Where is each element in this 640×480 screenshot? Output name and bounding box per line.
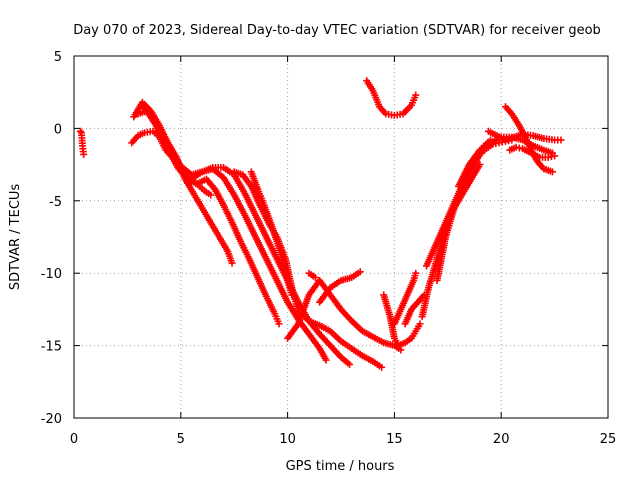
data-point: [356, 268, 364, 276]
series-arc-14: [390, 269, 420, 328]
data-point: [311, 274, 319, 282]
data-point: [76, 127, 84, 135]
x-tick-label: 25: [600, 432, 617, 447]
series-arc-19: [454, 133, 556, 190]
axis-ticks: 0 5 10 15 20 25 -20 -15 -10 -5 0 5: [41, 50, 617, 447]
data-point: [551, 152, 559, 160]
series-arc-01: [76, 127, 88, 158]
series-arc-09: [284, 276, 405, 354]
data-point: [80, 150, 88, 158]
series-arc-12: [363, 77, 420, 119]
x-tick-label: 0: [70, 432, 78, 447]
data-point: [476, 161, 484, 169]
y-tick-label: -10: [41, 267, 62, 282]
data-point: [346, 360, 354, 368]
data-point: [288, 291, 296, 299]
data-point: [228, 259, 236, 267]
y-tick-label: -20: [41, 412, 62, 427]
x-tick-label: 5: [177, 432, 185, 447]
plot-frame: [73, 55, 609, 419]
series-arc-08: [247, 168, 296, 299]
series-arc-18: [433, 161, 484, 284]
y-tick-label: -5: [49, 195, 62, 210]
data-point: [548, 168, 556, 176]
y-tick-label: 0: [54, 122, 62, 137]
chart-title: Day 070 of 2023, Sidereal Day-to-day VTE…: [73, 23, 601, 38]
series-arc-10: [316, 268, 364, 306]
series-arc-21: [501, 103, 556, 176]
x-tick-label: 20: [493, 432, 510, 447]
data-point: [322, 356, 330, 364]
x-tick-label: 15: [386, 432, 403, 447]
data-point: [412, 91, 420, 99]
series-arc-13: [380, 291, 424, 350]
data-point: [207, 191, 215, 199]
data-points: [76, 77, 565, 371]
series-arc-03: [130, 98, 236, 267]
series-arc-02: [128, 127, 215, 199]
data-point: [557, 136, 565, 144]
data-point: [378, 363, 386, 371]
series-arc-22: [506, 143, 559, 161]
y-axis-label: SDTVAR / TECUs: [8, 184, 23, 291]
x-axis-label: GPS time / hours: [286, 459, 395, 474]
x-tick-label: 10: [279, 432, 296, 447]
y-tick-label: 5: [54, 50, 62, 65]
y-tick-label: -15: [41, 340, 62, 355]
data-point: [416, 320, 424, 328]
series-arc-11: [305, 269, 319, 282]
data-point: [412, 269, 420, 277]
data-point: [275, 320, 283, 328]
